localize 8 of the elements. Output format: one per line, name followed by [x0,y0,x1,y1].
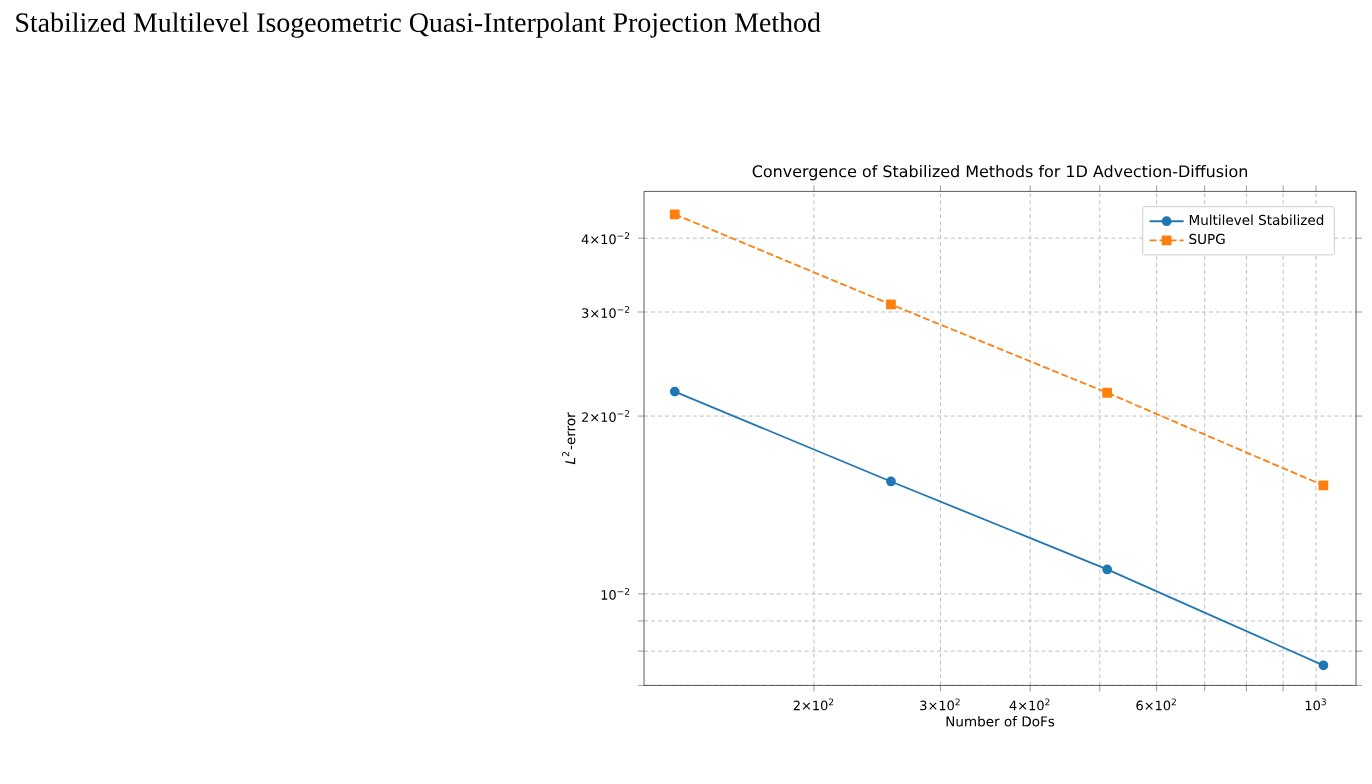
point [669,209,680,220]
point [1318,660,1329,671]
point [1102,564,1113,575]
point [886,299,896,310]
point [886,476,896,487]
text: Stabilized Multilevel Isogeometric Quasi-Interpolant Projection Method [16,12,821,38]
point [669,386,680,397]
point [1102,387,1113,398]
